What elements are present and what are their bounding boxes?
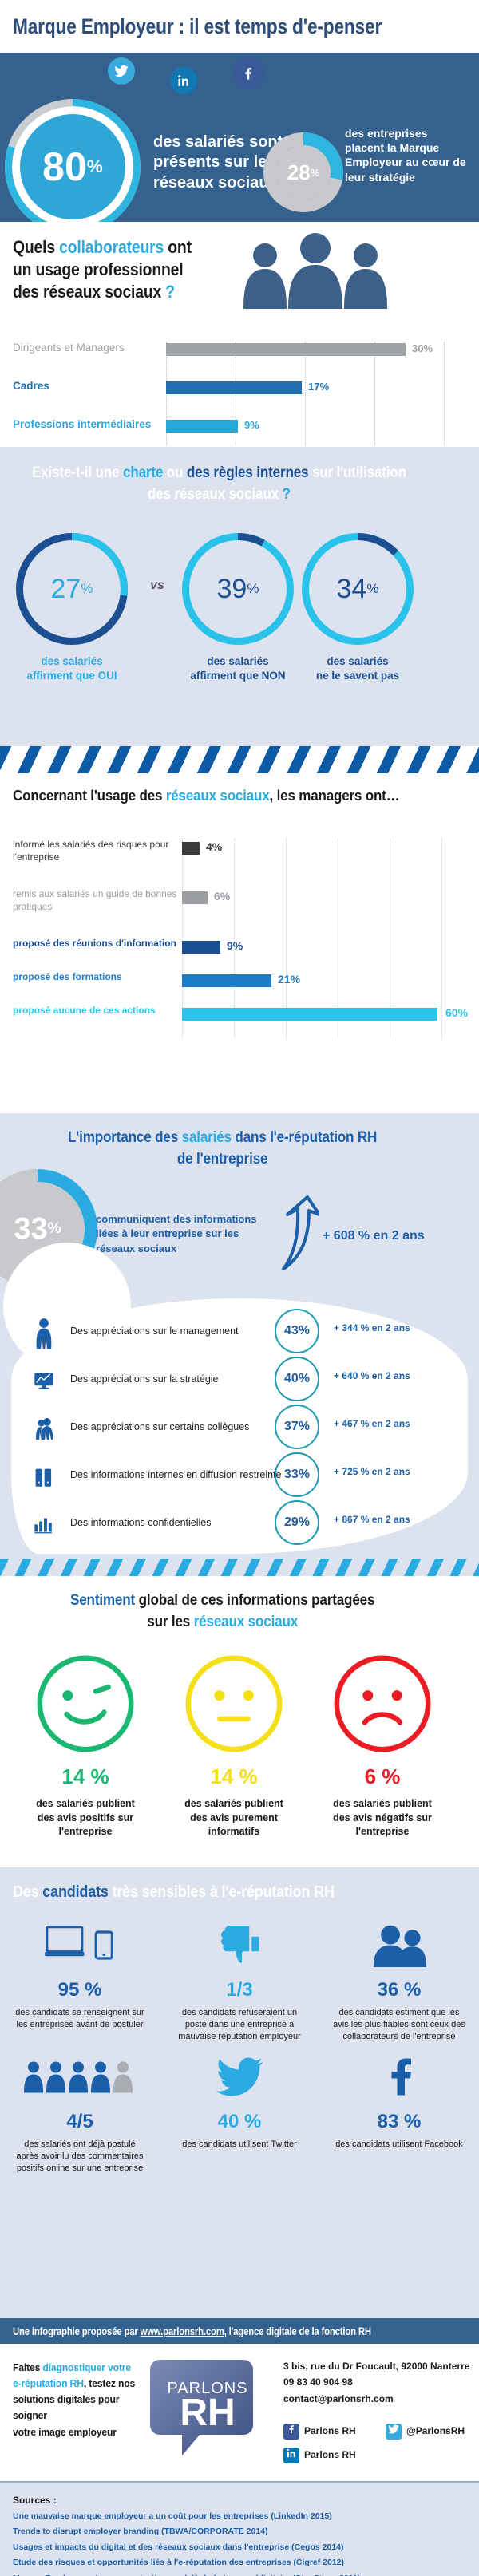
svg-text:RH: RH [180, 2392, 235, 2434]
